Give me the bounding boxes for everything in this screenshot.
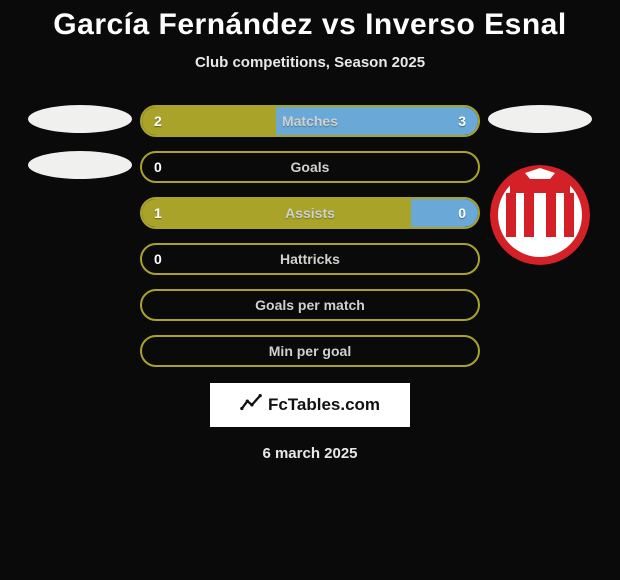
stats-column: 2 3 Matches 0 Goals 1 0 Assists 0 Hattricks Goals … (140, 105, 480, 367)
stat-value-left: 2 (154, 113, 162, 129)
stat-row: 0 Goals (140, 151, 480, 183)
fctables-logo-icon (240, 392, 262, 419)
player-left-club-placeholder (28, 151, 132, 179)
stat-label: Assists (285, 205, 335, 221)
stat-fill-right (411, 199, 478, 227)
stat-fill-left (142, 107, 276, 135)
subtitle: Club competitions, Season 2025 (195, 54, 425, 71)
comparison-body: 2 3 Matches 0 Goals 1 0 Assists 0 Hattricks Goals … (0, 105, 620, 367)
branding-text: FcTables.com (268, 395, 380, 415)
stat-label: Goals (291, 159, 330, 175)
player-right-club-logo (490, 165, 590, 265)
stat-value-left: 1 (154, 205, 162, 221)
stat-row: 0 Hattricks (140, 243, 480, 275)
stat-row: 2 3 Matches (140, 105, 480, 137)
stat-value-left: 0 (154, 159, 162, 175)
footer-date: 6 march 2025 (262, 445, 357, 462)
stat-label: Hattricks (280, 251, 340, 267)
river-plate-style-icon (490, 165, 590, 265)
comparison-card: García Fernández vs Inverso Esnal Club c… (0, 0, 620, 462)
right-player-col (480, 105, 600, 265)
stat-fill-left (142, 199, 411, 227)
stat-label: Goals per match (255, 297, 365, 313)
stat-value-left: 0 (154, 251, 162, 267)
stat-row: 1 0 Assists (140, 197, 480, 229)
player-left-placeholder (28, 105, 132, 133)
stat-row: Goals per match (140, 289, 480, 321)
stat-label: Matches (282, 113, 338, 129)
stat-row: Min per goal (140, 335, 480, 367)
branding-box[interactable]: FcTables.com (210, 383, 410, 427)
stat-label: Min per goal (269, 343, 351, 359)
stat-value-right: 0 (458, 205, 466, 221)
stat-value-right: 3 (458, 113, 466, 129)
left-player-col (20, 105, 140, 179)
player-right-placeholder (488, 105, 592, 133)
page-title: García Fernández vs Inverso Esnal (53, 8, 566, 42)
